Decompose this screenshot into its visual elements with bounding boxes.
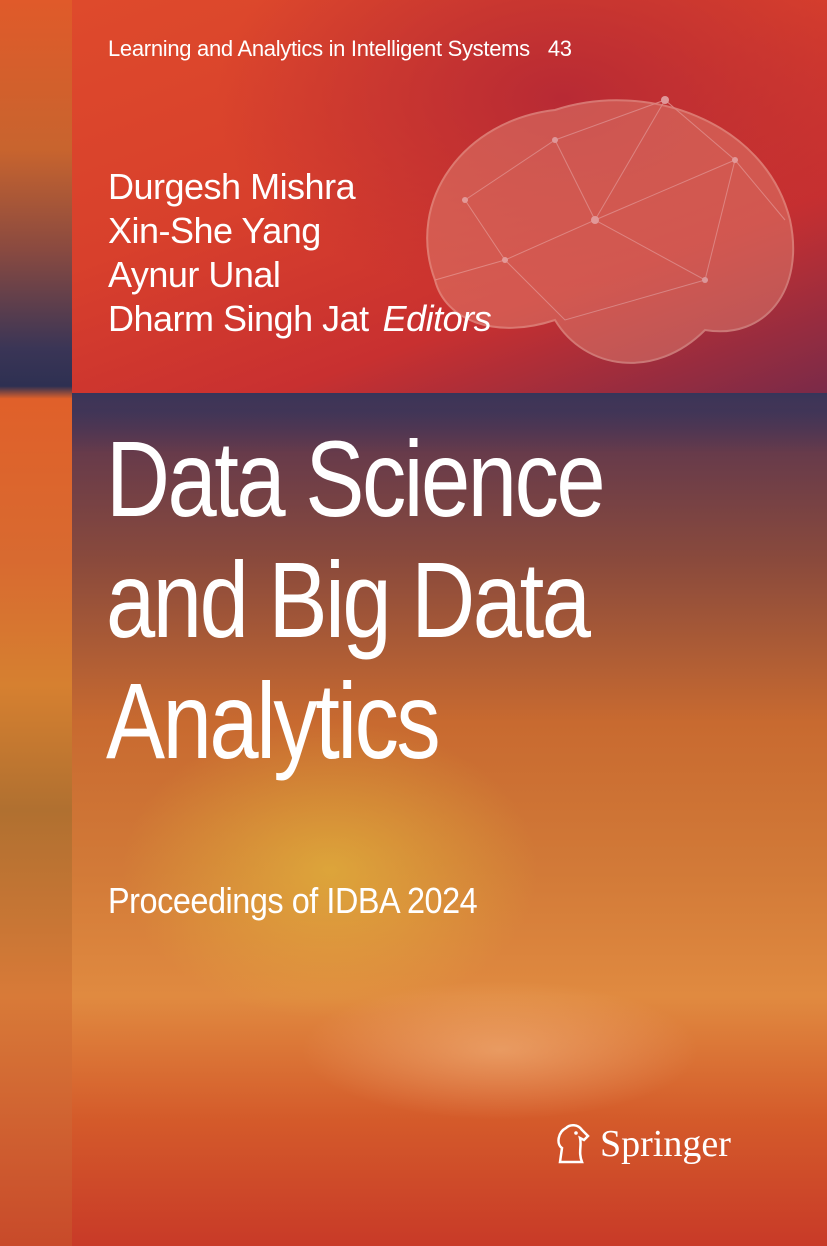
editors-label: Editors (382, 298, 492, 339)
editor-name: Xin-She Yang (108, 210, 321, 251)
book-title: Data Science and Big Data Analytics (106, 418, 606, 781)
brain-network-illustration (426, 96, 795, 364)
title-line: Analytics (106, 660, 441, 781)
yellow-glow (120, 720, 540, 1020)
title-line: Data Science (106, 418, 606, 539)
springer-horse-icon (557, 1124, 590, 1164)
series-volume: 43 (547, 36, 572, 61)
title-line: and Big Data (106, 539, 591, 660)
light-glow (300, 980, 700, 1120)
editors-list: Durgesh Mishra Xin-She Yang Aynur Unal D… (108, 165, 492, 341)
editor-name: Aynur Unal (108, 254, 281, 295)
editor-name: Durgesh Mishra (108, 166, 356, 207)
publisher-name: Springer (600, 1123, 731, 1165)
editor-name: Dharm Singh Jat (108, 298, 369, 339)
navy-band (72, 393, 827, 453)
publisher-logo: Springer (552, 1122, 731, 1166)
left-color-strip (0, 0, 72, 1246)
series-name: Learning and Analytics in Intelligent Sy… (108, 36, 530, 61)
book-subtitle: Proceedings of IDBA 2024 (108, 880, 478, 921)
series-title: Learning and Analytics in Intelligent Sy… (108, 36, 572, 62)
